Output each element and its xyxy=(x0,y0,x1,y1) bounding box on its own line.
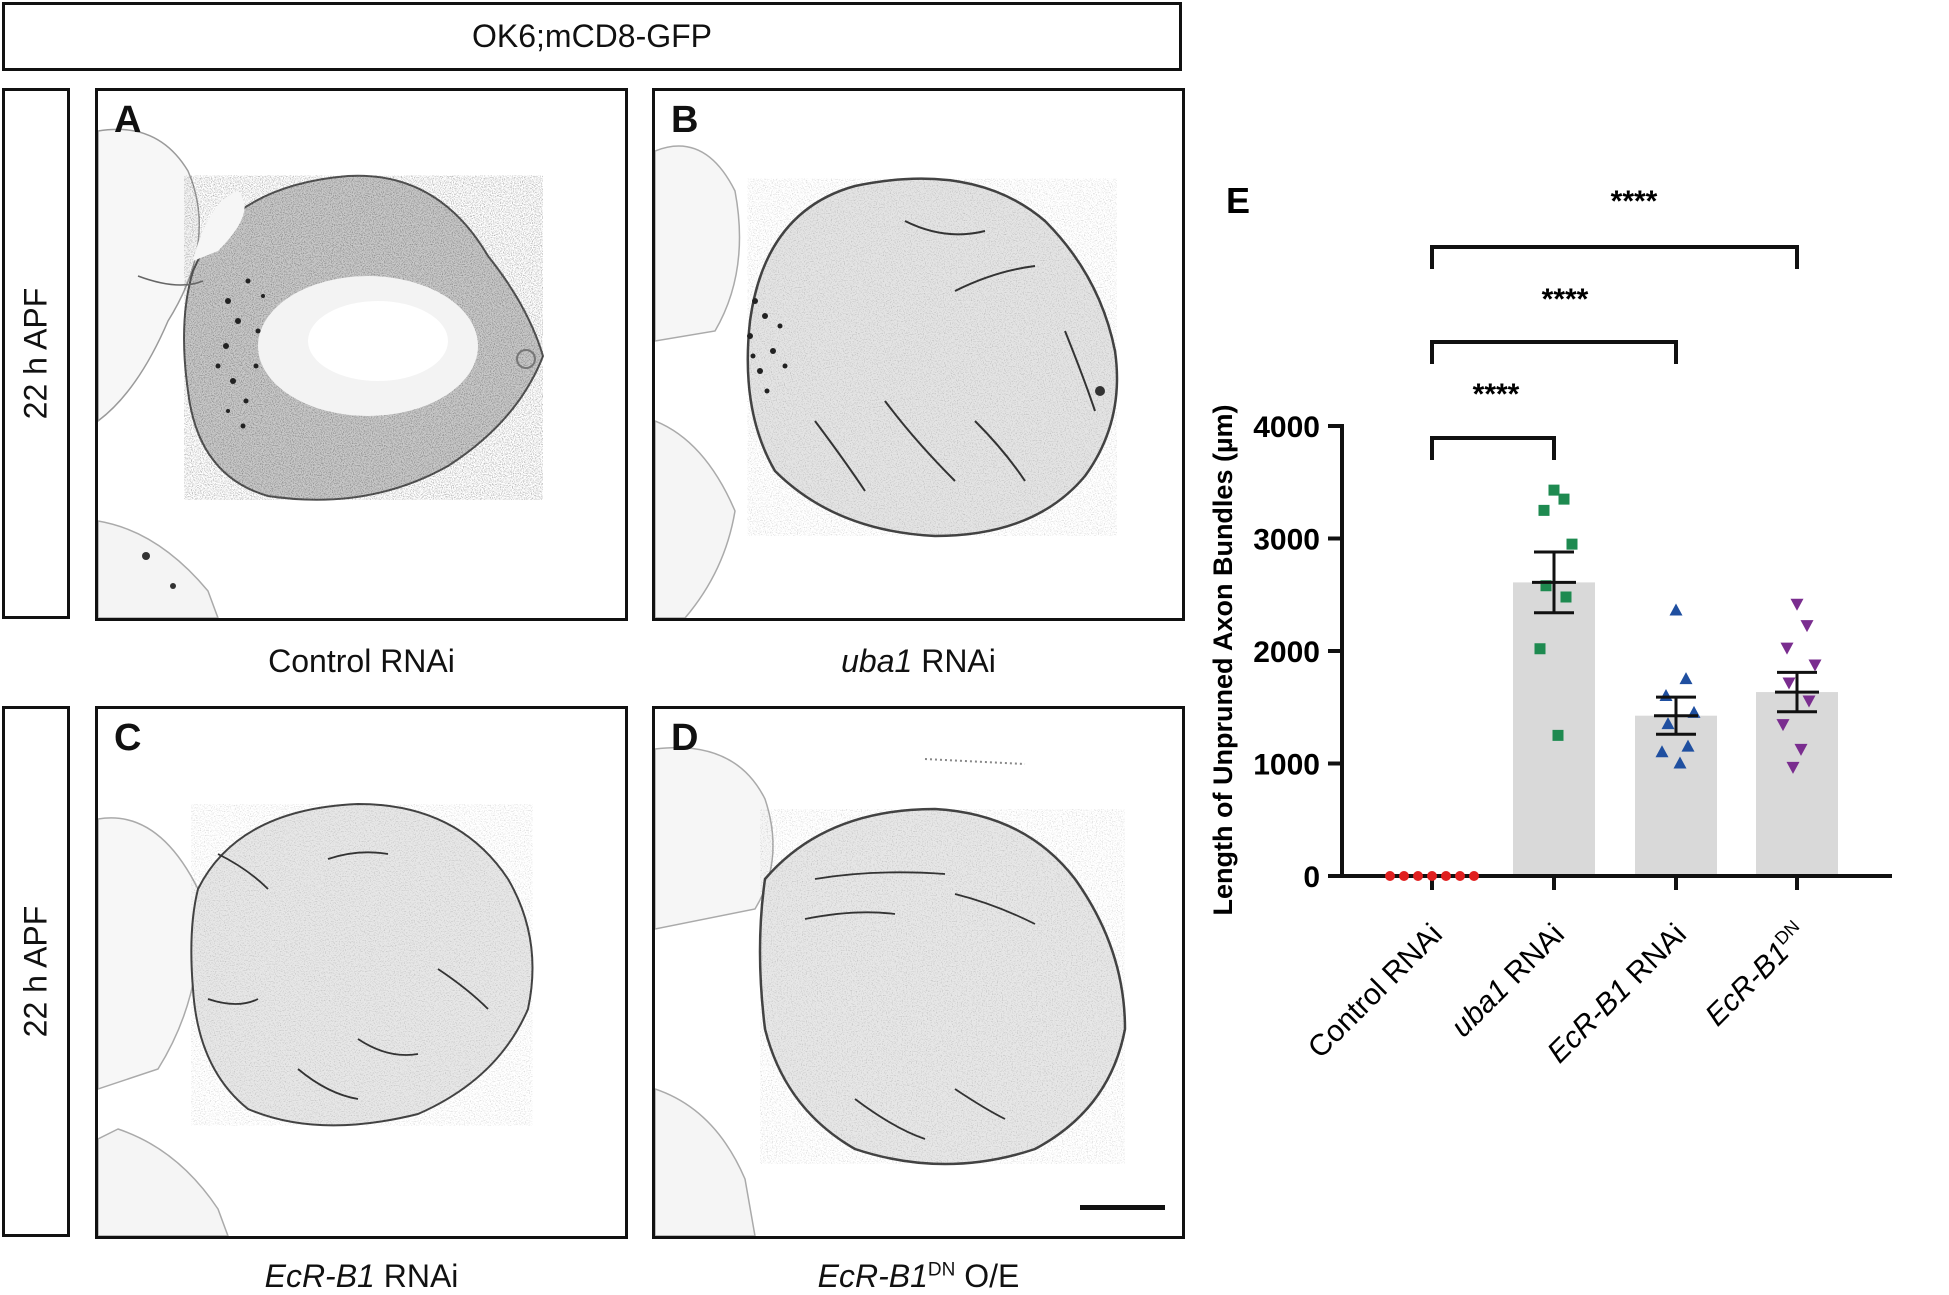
data-point xyxy=(1552,729,1564,741)
significance-bracket xyxy=(1430,436,1556,460)
micrograph-panel-c: C xyxy=(95,706,628,1239)
data-point xyxy=(1558,493,1570,505)
data-point xyxy=(1427,871,1437,881)
data-point xyxy=(1794,743,1808,756)
caption-panel-d: EcR-B1DN O/E xyxy=(652,1258,1185,1295)
scale-bar xyxy=(1080,1205,1165,1210)
stage-label: 22 h APF xyxy=(17,287,54,420)
data-point xyxy=(1782,677,1796,690)
data-point xyxy=(1673,756,1687,769)
caption-text: RNAi xyxy=(374,1258,459,1294)
row-label-top: 22 h APF xyxy=(2,88,70,619)
data-point xyxy=(1548,484,1560,496)
panel-letter: E xyxy=(1226,180,1250,221)
micrograph-panel-a: A xyxy=(95,88,628,621)
genotype-label: OK6;mCD8-GFP xyxy=(471,18,713,54)
data-point xyxy=(1534,643,1546,655)
x-tick-label: EcR-B1DN xyxy=(1698,916,1814,1032)
bar xyxy=(1756,692,1838,876)
brain-lobe-image xyxy=(98,128,545,618)
data-point xyxy=(1800,620,1814,633)
caption-italic: EcR-B1 xyxy=(817,1258,928,1294)
bar xyxy=(1635,715,1717,876)
y-tick-label: 3000 xyxy=(1253,524,1320,557)
data-point xyxy=(1802,695,1816,708)
data-point xyxy=(1385,871,1395,881)
y-tick-label: 4000 xyxy=(1253,411,1320,444)
data-point xyxy=(1399,871,1409,881)
bar xyxy=(1513,582,1595,876)
panel-letter: D xyxy=(671,717,699,759)
data-point xyxy=(1655,745,1669,758)
caption-text: O/E xyxy=(955,1258,1020,1294)
significance-bracket xyxy=(1430,340,1678,364)
caption-text: Control RNAi xyxy=(268,643,455,679)
micrograph-panel-b: B xyxy=(652,88,1185,621)
data-point xyxy=(1776,719,1790,732)
significance-label: **** xyxy=(1473,378,1520,411)
significance-label: **** xyxy=(1542,283,1589,316)
genotype-header: OK6;mCD8-GFP xyxy=(2,2,1182,71)
caption-panel-b: uba1 RNAi xyxy=(652,643,1185,680)
data-point xyxy=(1661,717,1675,730)
data-point xyxy=(1659,689,1673,701)
brain-lobe-image xyxy=(655,145,1119,618)
caption-italic: uba1 xyxy=(841,643,913,679)
y-tick-label: 2000 xyxy=(1253,636,1320,669)
caption-text: RNAi xyxy=(912,643,996,679)
micrograph-panel-d: D xyxy=(652,706,1185,1239)
data-point xyxy=(1681,739,1695,752)
y-tick-label: 0 xyxy=(1303,861,1320,894)
row-label-bottom: 22 h APF xyxy=(2,706,70,1237)
caption-italic: EcR-B1 xyxy=(264,1258,375,1294)
panel-letter: C xyxy=(114,717,142,759)
data-point xyxy=(1413,871,1423,881)
data-point xyxy=(1566,538,1578,550)
data-point xyxy=(1808,659,1822,672)
stage-label: 22 h APF xyxy=(17,905,54,1038)
caption-superscript: DN xyxy=(927,1259,956,1281)
significance-bracket xyxy=(1430,245,1799,269)
data-point xyxy=(1469,871,1479,881)
data-point xyxy=(1786,761,1800,774)
data-point xyxy=(1540,580,1552,592)
data-point xyxy=(1669,603,1683,616)
panel-letter: A xyxy=(114,99,142,141)
bar-chart-e: E 0 1000 2000 3000 4000 Length of Unpruned Ax… xyxy=(1208,180,1892,1069)
panel-letter: B xyxy=(671,99,699,141)
x-tick-label: Control RNAi xyxy=(1302,918,1449,1065)
x-tick-label: uba1 RNAi xyxy=(1445,918,1571,1044)
y-axis-label: Length of Unpruned Axon Bundles (µm) xyxy=(1208,404,1238,915)
data-point xyxy=(1790,598,1804,611)
caption-panel-c: EcR-B1 RNAi xyxy=(95,1258,628,1295)
chart-plot-area: 0 1000 2000 3000 4000 Length of Unpruned Axon… xyxy=(1208,185,1892,1069)
data-point xyxy=(1679,672,1693,685)
data-point xyxy=(1560,591,1572,603)
significance-label: **** xyxy=(1611,185,1658,218)
brain-lobe-image xyxy=(655,746,1165,1236)
y-tick-label: 1000 xyxy=(1253,749,1320,782)
data-point xyxy=(1780,642,1794,655)
data-point xyxy=(1441,871,1451,881)
brain-lobe-image xyxy=(98,802,534,1236)
caption-panel-a: Control RNAi xyxy=(95,643,628,680)
data-point xyxy=(1538,504,1550,516)
data-point xyxy=(1455,871,1465,881)
